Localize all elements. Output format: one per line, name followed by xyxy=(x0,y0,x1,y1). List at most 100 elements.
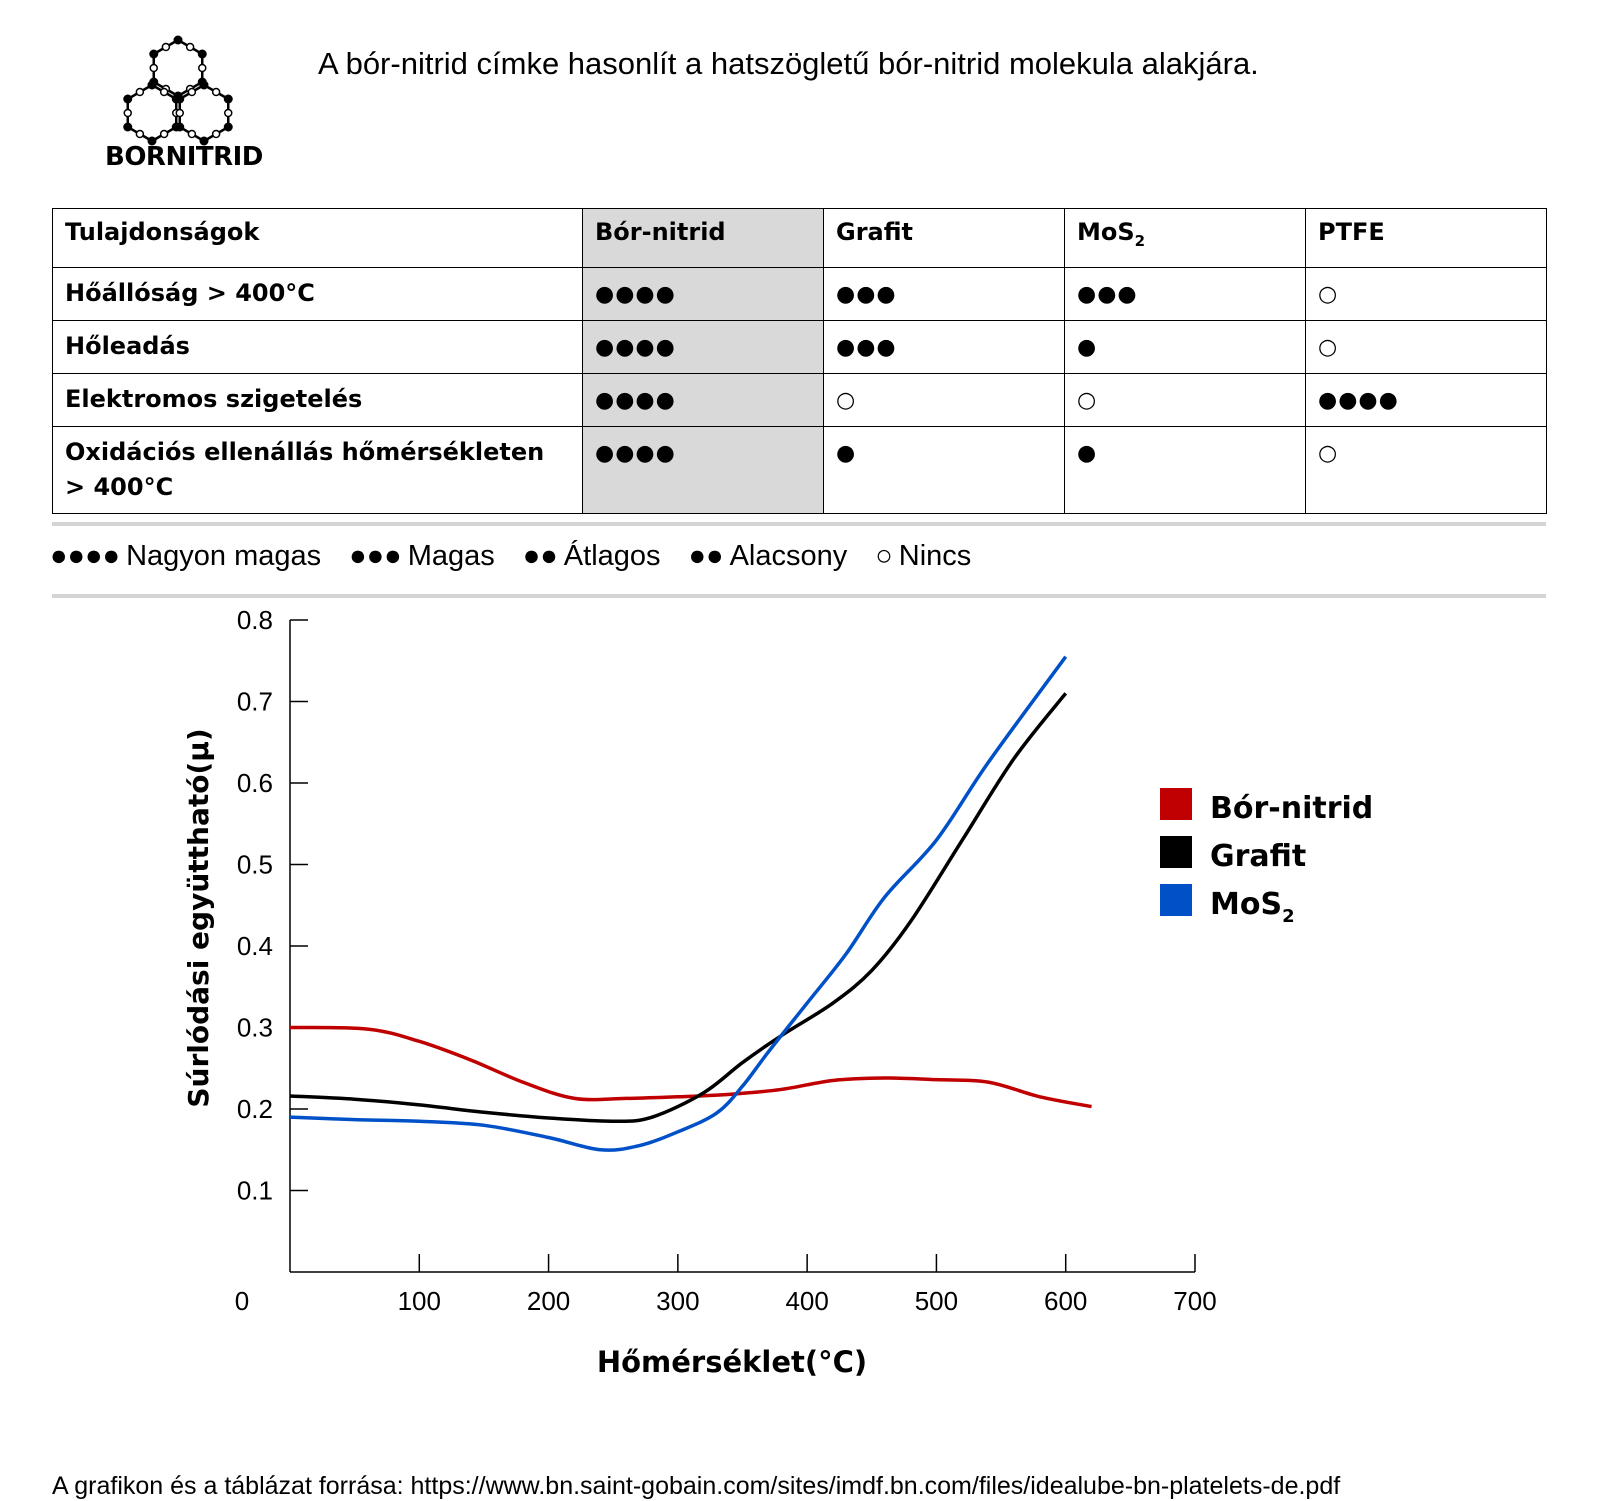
atom-dot xyxy=(223,94,233,104)
atom-ring xyxy=(211,87,221,97)
atom-dot xyxy=(199,136,209,146)
y-tick-label: 0.8 xyxy=(237,610,273,635)
rating-legend-symbol: ●●●● xyxy=(50,540,121,572)
rating-legend-item: ●●●● Nagyon magas xyxy=(50,540,321,572)
legend-swatch xyxy=(1160,884,1192,916)
y-tick-label: 0.6 xyxy=(237,768,273,798)
table-row: Hőleadás ●●●● ●●● ● ○ xyxy=(52,319,1547,374)
atom-dot xyxy=(149,49,159,59)
x-tick-label: 500 xyxy=(915,1286,958,1316)
header-ptfe: PTFE xyxy=(1305,208,1547,268)
x-tick-label: 200 xyxy=(527,1286,570,1316)
y-tick-label: 0.7 xyxy=(237,687,273,717)
rating-cell: ●●●● xyxy=(1318,387,1399,413)
atom-ring xyxy=(135,87,145,97)
atom-ring xyxy=(135,129,145,139)
legend-label: MoS2 xyxy=(1210,887,1295,927)
table-cell: ●●●● xyxy=(582,372,824,427)
row-label: Hőleadás xyxy=(52,319,583,374)
rating-legend-label: Nagyon magas xyxy=(126,540,322,572)
y-tick-label: 0.1 xyxy=(237,1176,273,1206)
atom-dot xyxy=(123,122,133,132)
atom-ring xyxy=(223,108,233,118)
table-cell: ● xyxy=(1064,319,1306,374)
table-cell: ● xyxy=(1064,425,1306,514)
atom-dot xyxy=(173,35,183,45)
x-tick-label: 100 xyxy=(398,1286,441,1316)
header-mos2: MoS2 xyxy=(1064,208,1306,268)
rating-cell: ● xyxy=(1077,334,1098,360)
rating-cell: ●●●● xyxy=(595,387,676,413)
y-tick-label: 0.3 xyxy=(237,1013,273,1043)
atom-ring xyxy=(211,129,221,139)
rating-legend-item: ●● Alacsony xyxy=(689,540,848,572)
rating-legend-item: ○ Nincs xyxy=(875,540,971,572)
table-cell: ●●● xyxy=(823,319,1065,374)
source-text: A grafikon és a táblázat forrása: https:… xyxy=(52,1472,1341,1500)
rating-cell: ● xyxy=(836,440,857,466)
atom-dot xyxy=(175,94,185,104)
row-label: Hőállóság > 400°C xyxy=(52,266,583,321)
table-row: Oxidációs ellenállás hőmérsékleten > 400… xyxy=(52,425,1547,514)
table-cell: ●●●● xyxy=(582,319,824,374)
header-mos2-label: MoS xyxy=(1077,218,1135,246)
table-row: Hőállóság > 400°C ●●●● ●●● ●●● ○ xyxy=(52,266,1547,321)
legend-label: Bór-nitrid xyxy=(1210,791,1373,826)
rating-legend-label: Alacsony xyxy=(729,540,848,572)
atom-dot xyxy=(199,80,209,90)
y-axis-label: Súrlódási együttható(μ) xyxy=(182,728,215,1107)
table-cell: ○ xyxy=(823,372,1065,427)
header-boron-nitride: Bór-nitrid xyxy=(582,208,824,268)
atom-ring xyxy=(187,129,197,139)
rating-cell: ○ xyxy=(836,387,857,413)
legend-label: Grafit xyxy=(1210,839,1306,874)
legend-swatch xyxy=(1160,788,1192,820)
rating-legend: ●●●● Nagyon magas ●●● Magas ●● Átlagos ●● Alacs… xyxy=(50,540,999,573)
table-row: Elektromos szigetelés ●●●● ○ ○ ●●●● xyxy=(52,372,1547,427)
y-tick-label: 0.5 xyxy=(237,850,273,880)
atom-ring xyxy=(149,63,159,73)
rating-legend-item: ●● Átlagos xyxy=(523,540,661,572)
table-cell: ○ xyxy=(1305,266,1547,321)
rating-cell: ●●● xyxy=(1077,281,1138,307)
atom-ring xyxy=(197,63,207,73)
series-line-2 xyxy=(289,655,1068,1152)
rating-cell: ●●● xyxy=(836,281,897,307)
x-tick-label: 0 xyxy=(235,1286,249,1316)
atom-ring xyxy=(187,87,197,97)
table-header-row: Tulajdonságok Bór-nitrid Grafit MoS2 PTF… xyxy=(52,208,1547,268)
table-cell: ●●● xyxy=(823,266,1065,321)
logo-label: BORNITRID xyxy=(105,142,263,172)
rating-cell: ●●●● xyxy=(595,281,676,307)
x-tick-label: 300 xyxy=(656,1286,699,1316)
rating-legend-symbol: ●● xyxy=(688,540,724,572)
x-tick-label: 400 xyxy=(785,1286,828,1316)
rating-legend-symbol: ●● xyxy=(522,540,558,572)
atom-ring xyxy=(159,87,169,97)
x-tick-label: 700 xyxy=(1173,1286,1216,1316)
divider-top xyxy=(52,522,1546,526)
atom-ring xyxy=(175,108,185,118)
rating-legend-symbol: ○ xyxy=(875,540,893,572)
row-label: Elektromos szigetelés xyxy=(52,372,583,427)
series-line-0 xyxy=(289,1025,1092,1109)
legend-swatch xyxy=(1160,836,1192,868)
table-cell: ○ xyxy=(1305,425,1547,514)
rating-cell: ●●●● xyxy=(595,334,676,360)
rating-legend-item: ●●● Magas xyxy=(349,540,495,572)
atom-ring xyxy=(161,42,171,52)
rating-legend-label: Átlagos xyxy=(563,540,661,572)
rating-legend-label: Magas xyxy=(407,540,495,572)
table-cell: ● xyxy=(823,425,1065,514)
atom-dot xyxy=(147,136,157,146)
row-label: Oxidációs ellenállás hőmérsékleten > 400… xyxy=(52,425,583,514)
x-axis-label: Hőmérséklet(°C) xyxy=(597,1345,867,1379)
x-tick-label: 600 xyxy=(1044,1286,1087,1316)
atom-ring xyxy=(159,129,169,139)
friction-chart: 0.1 0.2 0.3 0.4 0.5 0.6 0.7 0.8 0 100 200 300 400 500… xyxy=(182,610,1373,1379)
atom-dot xyxy=(223,122,233,132)
hexagon-logo-icon xyxy=(123,35,233,146)
atom-ring xyxy=(185,42,195,52)
table-cell: ○ xyxy=(1305,319,1547,374)
header-mos2-sub: 2 xyxy=(1134,231,1146,250)
